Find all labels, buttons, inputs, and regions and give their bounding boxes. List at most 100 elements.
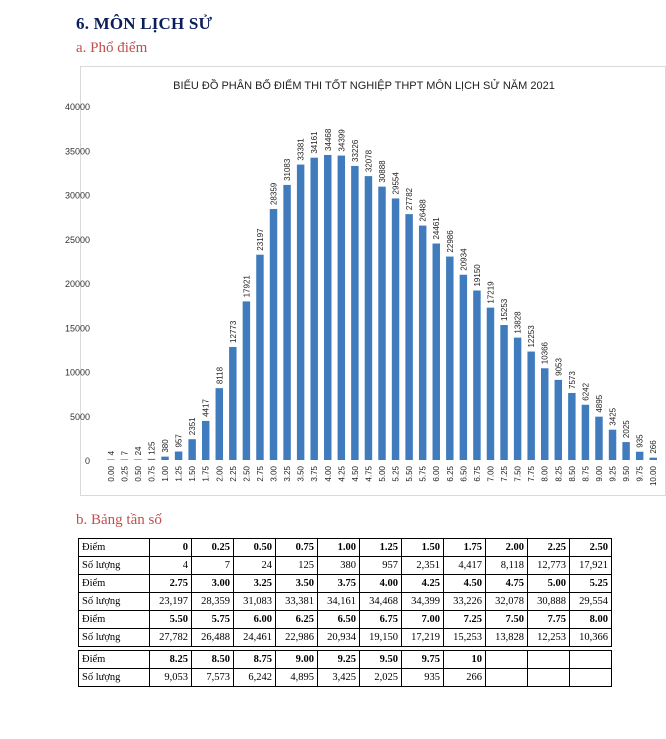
data-label: 17219 (486, 281, 495, 304)
frequency-table: Điểm 0 0.25 0.50 0.75 1.00 1.25 1.50 1.75 2.00 2.2… (78, 538, 612, 687)
point-cell: 7.25 (443, 610, 486, 629)
count-cell: 2,351 (401, 556, 444, 575)
table-row-counts: Số lượng 4 7 24 125 380 957 2,351 4,417 8,118 12,7… (78, 556, 612, 575)
y-tick-label: 0 (85, 456, 90, 466)
point-cell: 6.50 (317, 610, 360, 629)
count-cell: 6,242 (233, 668, 276, 687)
x-tick-label: 8.75 (581, 465, 590, 481)
data-label: 2351 (188, 417, 197, 435)
data-label: 33381 (297, 138, 306, 161)
count-cell: 20,934 (317, 628, 360, 647)
point-cell: 4.75 (485, 574, 528, 593)
x-tick-label: 5.75 (419, 465, 428, 481)
x-tick-label: 1.25 (175, 465, 184, 481)
point-cell: 8.50 (191, 650, 234, 669)
x-tick-label: 0.75 (147, 465, 156, 481)
bar (107, 459, 115, 460)
data-label: 17921 (242, 275, 251, 298)
point-cell: 3.00 (191, 574, 234, 593)
point-cell: 8.25 (149, 650, 192, 669)
bar (622, 442, 630, 460)
bar (649, 457, 657, 460)
y-tick-label: 15000 (65, 323, 90, 333)
point-cell: 5.75 (191, 610, 234, 629)
bar (608, 429, 617, 460)
table-row-points: Điểm 5.50 5.75 6.00 6.25 6.50 6.75 7.00 7.25 7.50… (78, 610, 612, 629)
x-tick-label: 0.50 (134, 465, 143, 481)
count-cell: 17,921 (569, 556, 612, 575)
x-tick-label: 4.50 (351, 465, 360, 481)
point-cell: 0.25 (191, 538, 234, 557)
x-tick-label: 8.25 (554, 465, 563, 481)
score-distribution-chart: BIỂU ĐỒ PHÂN BỐ ĐIỂM THI TỐT NGHIỆP THPT… (65, 78, 658, 486)
x-tick-label: 1.50 (188, 465, 197, 481)
count-cell: 15,253 (443, 628, 486, 647)
data-label: 27782 (405, 187, 414, 210)
data-label: 28359 (270, 182, 279, 205)
table-row-points: Điểm 8.25 8.50 8.75 9.00 9.25 9.50 9.75 10 (78, 650, 612, 669)
count-cell: 31,083 (233, 592, 276, 611)
bar (473, 290, 481, 460)
point-cell: 9.00 (275, 650, 318, 669)
x-tick-label: 10.00 (649, 465, 658, 486)
bar (635, 451, 644, 460)
data-label: 935 (636, 434, 645, 448)
x-tick-label: 2.25 (229, 465, 238, 481)
x-tick-label: 9.50 (622, 465, 631, 481)
bar (391, 198, 400, 461)
row-label-count: Số lượng (78, 592, 150, 611)
bar (269, 209, 278, 460)
point-cell: 1.75 (443, 538, 486, 557)
data-label: 30888 (378, 160, 387, 183)
x-tick-label: 7.75 (527, 465, 536, 481)
data-label: 34161 (310, 131, 319, 154)
data-label: 4 (107, 450, 116, 455)
x-tick-label: 9.25 (609, 465, 618, 481)
row-label-count: Số lượng (78, 668, 150, 687)
point-cell: 8.00 (569, 610, 612, 629)
data-label: 6242 (581, 382, 590, 400)
bar (337, 155, 346, 460)
x-tick-label: 1.75 (202, 465, 211, 481)
data-label: 12773 (229, 320, 238, 343)
bar (324, 154, 332, 461)
data-label: 266 (649, 440, 658, 454)
bar (405, 214, 413, 460)
bar (242, 301, 251, 460)
x-tick-label: 9.00 (595, 465, 604, 481)
count-cell: 26,488 (191, 628, 234, 647)
count-cell: 12,253 (527, 628, 570, 647)
data-label: 8118 (215, 366, 224, 384)
data-label: 32078 (364, 149, 373, 172)
x-tick-label: 3.50 (297, 465, 306, 481)
count-cell: 23,197 (149, 592, 192, 611)
x-tick-label: 2.50 (242, 465, 251, 481)
point-cell: 9.75 (401, 650, 444, 669)
count-cell: 33,381 (275, 592, 318, 611)
point-cell: 9.50 (359, 650, 402, 669)
bar (351, 165, 359, 461)
point-cell: 4.50 (443, 574, 486, 593)
x-tick-label: 0.25 (120, 465, 129, 481)
point-cell: 7.00 (401, 610, 444, 629)
count-cell: 34,399 (401, 592, 444, 611)
x-tick-label: 2.75 (256, 465, 265, 481)
count-cell: 30,888 (527, 592, 570, 611)
data-label: 29554 (392, 172, 401, 195)
data-label: 7573 (568, 371, 577, 389)
data-label: 31083 (283, 158, 292, 181)
x-tick-label: 7.00 (486, 465, 495, 481)
bar (134, 459, 142, 460)
data-label: 34399 (337, 129, 346, 152)
count-cell: 125 (275, 556, 318, 575)
data-label: 125 (147, 441, 156, 455)
count-cell: 32,078 (485, 592, 528, 611)
bar (500, 325, 508, 460)
point-cell (569, 650, 612, 669)
count-cell: 8,118 (485, 556, 528, 575)
point-cell (527, 650, 570, 669)
point-cell: 7.75 (527, 610, 570, 629)
bar (147, 458, 156, 460)
data-label: 15253 (500, 298, 509, 321)
x-tick-label: 5.50 (405, 465, 414, 481)
